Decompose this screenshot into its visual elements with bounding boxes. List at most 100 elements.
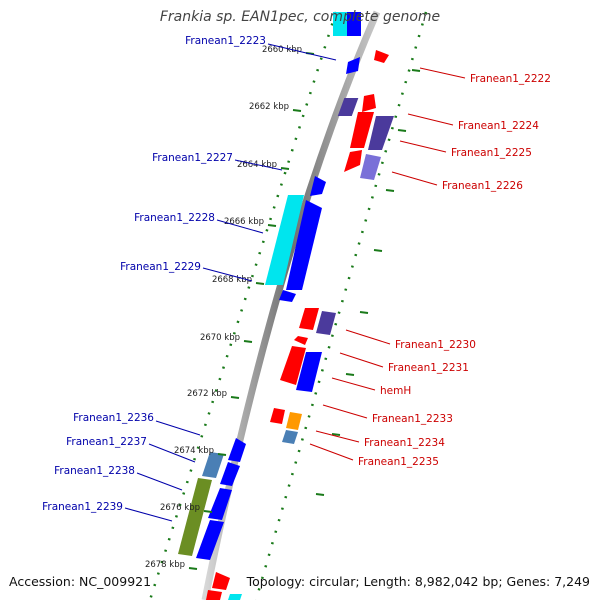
gene-label-franean1-2235[interactable]: Franean1_2235 — [358, 456, 439, 468]
gene-block — [286, 412, 302, 430]
scale-tick — [188, 567, 198, 570]
gene-label-franean1-2227[interactable]: Franean1_2227 — [152, 152, 233, 164]
gene-block — [362, 94, 376, 112]
gene-block — [228, 438, 246, 462]
gene-label-franean1-2236[interactable]: Franean1_2236 — [73, 412, 154, 424]
scale-tick — [397, 129, 407, 132]
gene-block — [196, 520, 224, 560]
gene-block — [282, 430, 298, 444]
gene-leader-line-franean1-2234 — [315, 430, 360, 443]
gene-block — [296, 352, 322, 392]
accession-text: Accession: NC_009921 — [9, 574, 152, 589]
gene-block — [347, 12, 361, 36]
gene-label-franean1-2238[interactable]: Franean1_2238 — [54, 465, 135, 477]
gene-block — [299, 308, 319, 330]
gene-leader-line-franean1-2223 — [267, 43, 337, 61]
gene-leader-line-franean1-2224 — [407, 113, 454, 126]
scale-tick — [255, 282, 265, 285]
scale-tick-label: 2670 kbp — [200, 333, 240, 343]
gene-block — [294, 336, 308, 345]
gene-block — [212, 572, 230, 590]
gene-label-franean1-2231[interactable]: Franean1_2231 — [388, 362, 469, 374]
gene-block — [208, 488, 232, 520]
gene-block — [270, 408, 285, 424]
gene-block — [280, 346, 306, 385]
gene-features — [178, 12, 394, 600]
scale-tick — [331, 433, 341, 436]
gene-block — [346, 57, 360, 74]
gene-leader-line-franean1-2222 — [419, 67, 466, 79]
scale-tick-label: 2668 kbp — [212, 275, 252, 285]
gene-leader-line-franean1-2225 — [399, 140, 447, 153]
gene-block — [202, 452, 224, 478]
scale-tick — [267, 224, 277, 227]
scale-tick-label: 2674 kbp — [174, 446, 214, 456]
gene-block — [360, 154, 381, 180]
gene-label-hemh[interactable]: hemH — [380, 385, 411, 397]
scale-tick-label: 2678 kbp — [145, 560, 185, 570]
gene-leader-line-franean1-2236 — [155, 420, 201, 436]
gene-label-franean1-2234[interactable]: Franean1_2234 — [364, 437, 445, 449]
gene-block — [316, 311, 336, 335]
scale-tick — [411, 69, 421, 72]
gene-leader-line-franean1-2233 — [322, 404, 368, 419]
scale-tick — [217, 453, 227, 456]
scale-tick — [280, 167, 290, 170]
gene-leader-line-franean1-2230 — [345, 329, 391, 345]
gene-label-franean1-2225[interactable]: Franean1_2225 — [451, 147, 532, 159]
genome-summary-text: Topology: circular; Length: 8,982,042 bp… — [246, 574, 590, 589]
gene-leader-line-franean1-2227 — [234, 159, 283, 171]
scale-tick — [345, 373, 355, 376]
gene-block — [344, 150, 362, 172]
scale-tick — [292, 109, 302, 112]
scale-tick-label: 2672 kbp — [187, 389, 227, 399]
gene-leader-line-franean1-2231 — [339, 352, 384, 368]
gene-leader-line-hemh — [331, 377, 376, 391]
figure-title: Frankia sp. EAN1pec, complete genome — [159, 9, 441, 25]
gene-label-franean1-2230[interactable]: Franean1_2230 — [395, 339, 476, 351]
scale-tick — [315, 493, 325, 496]
gene-block — [337, 98, 359, 116]
gene-label-franean1-2223[interactable]: Franean1_2223 — [185, 35, 266, 47]
gene-label-franean1-2237[interactable]: Franean1_2237 — [66, 436, 147, 448]
gene-leader-line-franean1-2226 — [391, 171, 438, 186]
scale-tick — [243, 340, 253, 343]
gene-block — [333, 12, 347, 36]
gene-block — [350, 112, 374, 148]
gene-block — [220, 462, 240, 486]
gene-block — [265, 195, 304, 285]
scale-tick — [203, 510, 213, 513]
scale-tick — [359, 311, 369, 314]
gene-label-franean1-2239[interactable]: Franean1_2239 — [42, 501, 123, 513]
gene-block — [368, 116, 394, 150]
gene-label-franean1-2229[interactable]: Franean1_2229 — [120, 261, 201, 273]
gene-block — [374, 50, 389, 63]
gene-leader-line-franean1-2237 — [148, 443, 196, 463]
scale-tick — [385, 189, 395, 192]
gene-leader-line-franean1-2228 — [216, 219, 264, 234]
gene-block — [178, 478, 212, 556]
gene-label-franean1-2222[interactable]: Franean1_2222 — [470, 73, 551, 85]
gene-label-franean1-2228[interactable]: Franean1_2228 — [134, 212, 215, 224]
gene-leader-line-franean1-2235 — [309, 443, 354, 461]
scale-tick-label: 2666 kbp — [224, 217, 264, 227]
gene-label-franean1-2226[interactable]: Franean1_2226 — [442, 180, 523, 192]
gene-labels: Franean1_2222 Franean1_2223 Franean1_2224 F… — [42, 35, 551, 522]
gene-label-franean1-2224[interactable]: Franean1_2224 — [458, 120, 539, 132]
gene-leader-line-franean1-2239 — [124, 507, 173, 522]
gene-leader-line-franean1-2229 — [202, 267, 253, 282]
gene-block — [279, 290, 296, 302]
scale-tick-label: 2660 kbp — [262, 45, 302, 55]
scale-tick-label: 2676 kbp — [160, 503, 200, 513]
scale-tick — [230, 396, 240, 399]
gene-block — [206, 590, 222, 600]
gene-block — [310, 176, 326, 196]
scale-tick — [373, 249, 383, 252]
gene-block — [228, 594, 242, 600]
gene-label-franean1-2233[interactable]: Franean1_2233 — [372, 413, 453, 425]
scale-tick-label: 2662 kbp — [249, 102, 289, 112]
gene-block — [286, 200, 322, 290]
gene-leader-line-franean1-2238 — [136, 472, 183, 491]
